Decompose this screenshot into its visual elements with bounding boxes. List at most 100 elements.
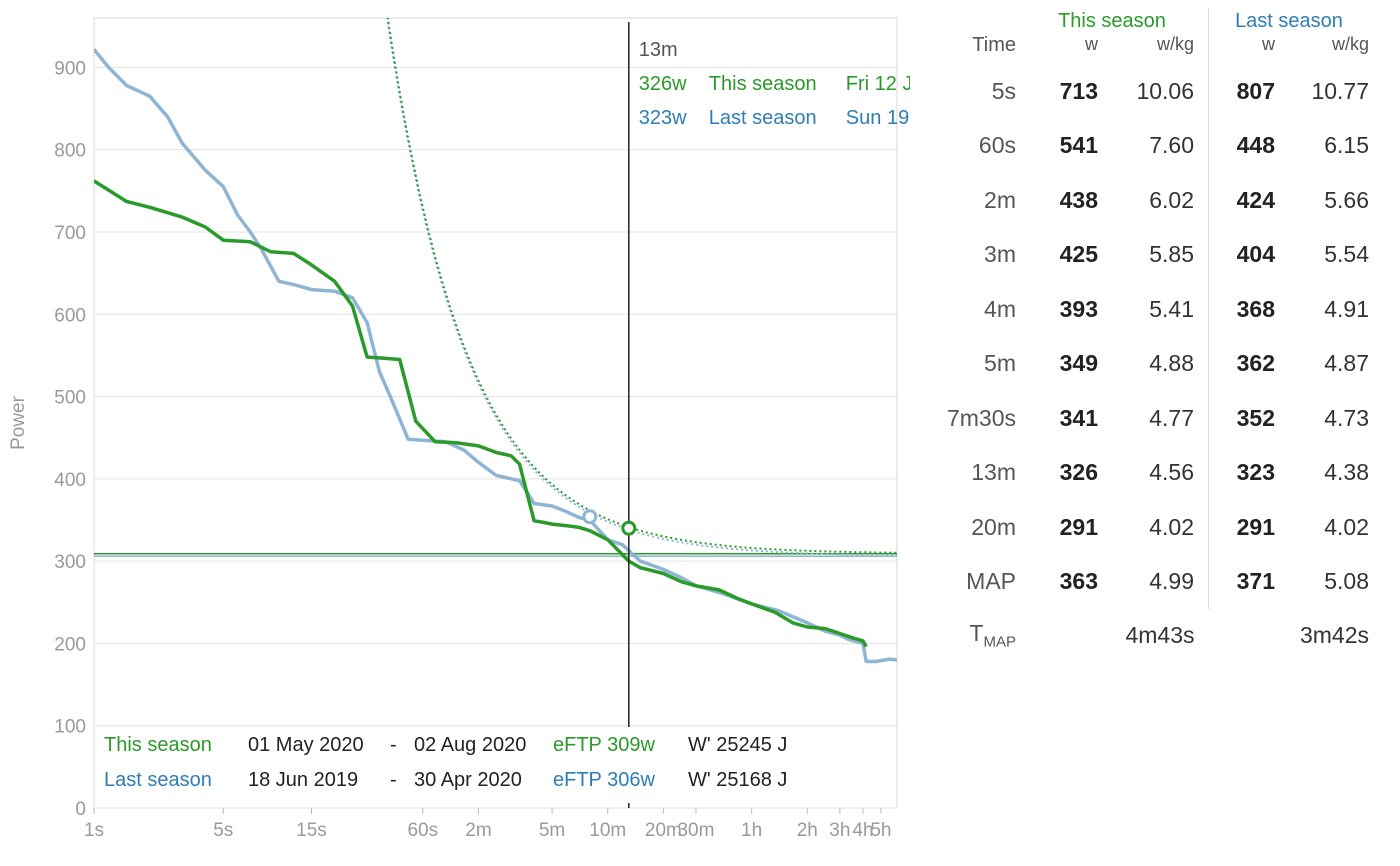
series-line-this-season xyxy=(94,179,868,648)
power-curve-chart[interactable]: 0 100 200 300 400 500 600 700 800 900 1s 5s 15s 60s 2m… xyxy=(0,0,910,866)
last-season-watts: 404 xyxy=(1208,227,1275,282)
this-season-watts: 291 xyxy=(1059,513,1098,540)
stats-duration-label: 13m xyxy=(971,459,1016,486)
x-tick-label: 5s xyxy=(213,820,233,841)
x-tick-label: 3h xyxy=(829,820,850,841)
cursor-time-label: 13m xyxy=(639,39,678,61)
cursor-date: Sun 19 Jan xyxy=(846,107,910,129)
header-this-w: w xyxy=(1085,34,1098,54)
this-season-wkg: 7.60 xyxy=(1149,132,1194,159)
stats-row: 7m30s 341 4.77 352 4.73 xyxy=(920,391,1369,446)
this-season-watts: 326 xyxy=(1059,459,1098,486)
stats-duration-label: 2m xyxy=(984,186,1016,213)
marker-this-season xyxy=(621,520,637,536)
x-tick-label: 10m xyxy=(589,820,626,841)
legend-wprime: W' 25245 J xyxy=(688,734,787,756)
y-axis-title: Power xyxy=(8,395,29,450)
last-season-watts: 448 xyxy=(1208,118,1275,173)
x-tick-label: 1s xyxy=(84,820,104,841)
stats-panel: This season Last season Time w w/kg w w/… xyxy=(920,0,1400,866)
stats-row: 4m 393 5.41 368 4.91 xyxy=(920,282,1369,337)
stats-header-row-2: Time w w/kg w w/kg xyxy=(920,34,1369,64)
y-tick-label: 600 xyxy=(54,305,86,326)
last-season-wkg: 4.38 xyxy=(1324,459,1369,486)
stats-header-row-1: This season Last season xyxy=(920,8,1369,34)
stats-row: 3m 425 5.85 404 5.54 xyxy=(920,227,1369,282)
x-tick-label: 15s xyxy=(296,820,327,841)
legend-box xyxy=(96,727,812,803)
this-season-watts: 713 xyxy=(1059,77,1098,104)
this-season-wkg: 4.99 xyxy=(1149,568,1194,595)
legend-date-from: 01 May 2020 xyxy=(248,734,364,756)
stats-duration-label: 5m xyxy=(984,350,1016,377)
this-season-wkg: 5.85 xyxy=(1149,241,1194,268)
marker-last-season xyxy=(582,509,598,525)
stats-duration-label: 5s xyxy=(991,77,1016,104)
legend-date-dash: - xyxy=(390,734,397,756)
this-season-watts: 349 xyxy=(1059,350,1098,377)
last-season-wkg: 4.91 xyxy=(1324,295,1369,322)
chart-svg[interactable]: 0 100 200 300 400 500 600 700 800 900 1s 5s 15s 60s 2m… xyxy=(0,0,910,866)
last-season-watts: 362 xyxy=(1208,336,1275,391)
tmap-row: TMAP 4m43s 3m42s xyxy=(920,609,1369,661)
header-this-wkg: w/kg xyxy=(1156,34,1194,54)
tmap-label-main: T xyxy=(969,619,984,646)
legend-date-dash: - xyxy=(390,769,397,791)
fit-curve-last-season xyxy=(386,18,897,557)
this-season-watts: 438 xyxy=(1059,186,1098,213)
series-line-last-season xyxy=(94,48,897,664)
this-season-watts: 363 xyxy=(1059,568,1098,595)
stats-row: 60s 541 7.60 448 6.15 xyxy=(920,118,1369,173)
legend-series-name: Last season xyxy=(104,769,212,791)
this-season-wkg: 6.02 xyxy=(1149,186,1194,213)
cursor-power-value: 323w xyxy=(639,107,687,129)
last-season-wkg: 4.02 xyxy=(1324,513,1369,540)
y-tick-label: 0 xyxy=(75,799,86,820)
stats-row: MAP 363 4.99 371 5.08 xyxy=(920,554,1369,609)
this-season-wkg: 5.41 xyxy=(1149,295,1194,322)
last-season-watts: 368 xyxy=(1208,282,1275,337)
stats-row: 5m 349 4.88 362 4.87 xyxy=(920,336,1369,391)
y-tick-label: 900 xyxy=(54,58,86,79)
x-tick-label: 60s xyxy=(407,820,438,841)
last-season-watts: 807 xyxy=(1208,64,1275,119)
stats-duration-label: 60s xyxy=(978,132,1016,159)
last-season-watts: 424 xyxy=(1208,173,1275,228)
header-time: Time xyxy=(972,34,1016,56)
header-this-season: This season xyxy=(1058,9,1166,32)
y-tick-label: 700 xyxy=(54,223,86,244)
this-season-watts: 425 xyxy=(1059,241,1098,268)
legend-eftp: eFTP 306w xyxy=(553,769,655,791)
cursor-power-value: 326w xyxy=(639,73,687,95)
x-tick-label: 2m xyxy=(465,820,491,841)
header-last-season: Last season xyxy=(1208,8,1369,34)
legend-series-name: This season xyxy=(104,734,212,756)
cursor-series-name: Last season xyxy=(709,107,817,129)
cursor-date: Fri 12 Jun xyxy=(846,73,910,95)
plot-area xyxy=(93,17,898,809)
last-season-wkg: 4.87 xyxy=(1324,350,1369,377)
x-tick-label: 2h xyxy=(797,820,818,841)
y-tick-label: 500 xyxy=(54,388,86,409)
this-season-wkg: 10.06 xyxy=(1136,77,1194,104)
y-tick-label: 400 xyxy=(54,470,86,491)
y-tick-label: 200 xyxy=(54,634,86,655)
stats-row: 2m 438 6.02 424 5.66 xyxy=(920,173,1369,228)
stats-row: 13m 326 4.56 323 4.38 xyxy=(920,445,1369,500)
this-season-wkg: 4.88 xyxy=(1149,350,1194,377)
this-season-wkg: 4.56 xyxy=(1149,459,1194,486)
legend-date-from: 18 Jun 2019 xyxy=(248,769,358,791)
stats-duration-label: 7m30s xyxy=(946,404,1016,431)
stats-duration-label: 20m xyxy=(971,513,1016,540)
cursor-series-name: This season xyxy=(709,73,817,95)
stats-row: 20m 291 4.02 291 4.02 xyxy=(920,500,1369,555)
this-season-wkg: 4.02 xyxy=(1149,513,1194,540)
last-season-watts: 352 xyxy=(1208,391,1275,446)
last-season-watts: 323 xyxy=(1208,445,1275,500)
tmap-last-season: 3m42s xyxy=(1299,621,1369,648)
y-tick-label: 300 xyxy=(54,552,86,573)
stats-duration-label: MAP xyxy=(966,568,1016,595)
last-season-watts: 371 xyxy=(1208,554,1275,609)
this-season-wkg: 4.77 xyxy=(1149,404,1194,431)
last-season-wkg: 5.08 xyxy=(1324,568,1369,595)
